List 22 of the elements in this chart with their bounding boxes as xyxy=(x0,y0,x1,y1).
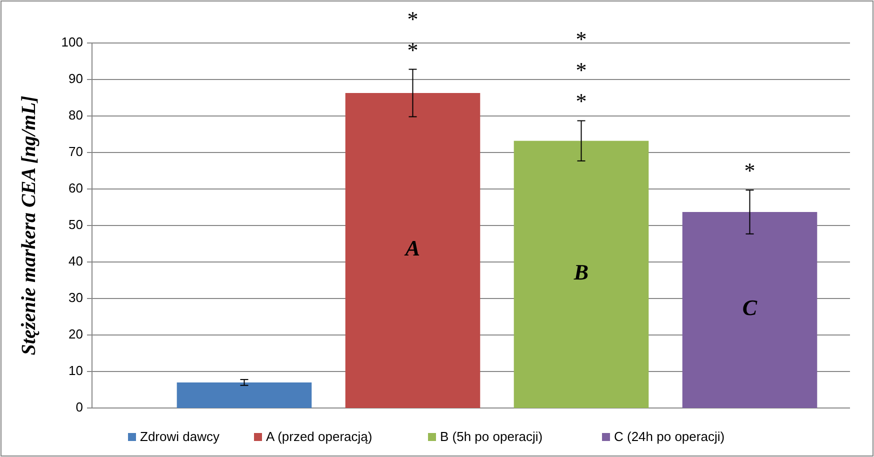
y-tick-label: 20 xyxy=(68,326,83,342)
legend-label: A (przed operacją) xyxy=(266,429,372,444)
y-tick-label: 10 xyxy=(68,362,83,378)
data-label: C xyxy=(742,295,758,320)
y-tick-label: 0 xyxy=(76,399,83,414)
y-tick-label: 30 xyxy=(68,290,83,305)
legend-label: B (5h po operacji) xyxy=(440,429,543,444)
y-axis-title: Stężenie markera CEA [ng/mL] xyxy=(18,95,40,356)
legend-label: C (24h po operacji) xyxy=(614,429,725,444)
y-tick-label: 60 xyxy=(68,180,83,196)
annotation: * xyxy=(744,158,756,184)
y-tick-label: 70 xyxy=(68,144,83,159)
y-tick-label: 40 xyxy=(68,253,83,268)
legend-label: Zdrowi dawcy xyxy=(140,429,220,444)
annotation: *** xyxy=(576,26,587,114)
data-label: A xyxy=(403,236,420,261)
y-tick-label: 50 xyxy=(68,216,83,232)
y-tick-label: 90 xyxy=(68,70,83,86)
y-tick-label: 80 xyxy=(68,107,83,122)
data-label: B xyxy=(572,259,589,284)
y-tick-label: 100 xyxy=(61,34,83,50)
annotation: ** xyxy=(407,6,418,62)
